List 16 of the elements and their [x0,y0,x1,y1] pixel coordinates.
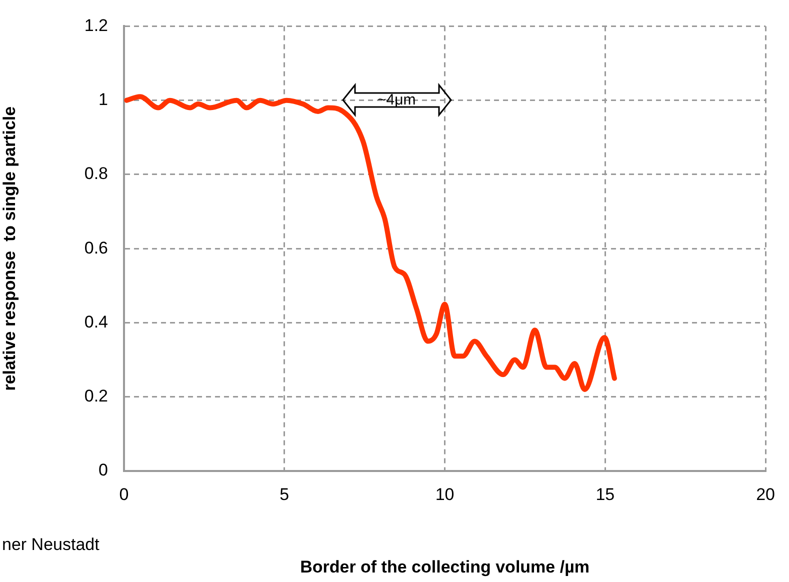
y-tick-label: 0.4 [84,312,108,332]
x-tick-label: 20 [756,484,776,504]
annotation: ~4μm [378,91,416,108]
y-axis-title: relative response to single particle [0,106,19,391]
x-tick-label: 5 [280,484,290,504]
y-tick-label: 0.6 [84,238,108,258]
text: ner Neustadt [2,535,100,555]
y-tick-label: 1.2 [84,16,108,35]
y-tick-label: 0.2 [84,386,108,406]
x-tick-label: 10 [435,484,454,504]
y-tick-label: 0.8 [84,164,108,184]
x-tick-label: 0 [119,484,129,504]
x-tick-label: 15 [596,484,615,504]
y-tick-label: 1 [98,90,108,110]
y-tick-label: 0 [98,460,108,480]
x-axis-title: Border of the collecting volume /µm [300,557,590,576]
